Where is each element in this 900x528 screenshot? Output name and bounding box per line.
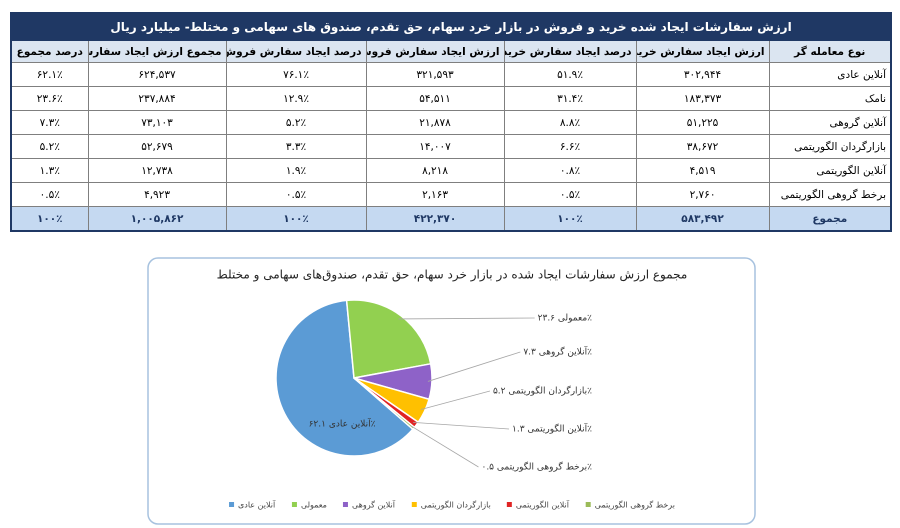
header-cell: ارزش ایجاد سفارش خرید	[635, 40, 770, 63]
header-cell: درصد ایجاد سفارش خرید	[503, 40, 637, 63]
table-cell: ۴,۵۱۹	[635, 158, 770, 183]
data-label: آنلاین عادی ۶۲.۱٪	[309, 418, 376, 430]
table-cell: ۷۳,۱۰۳	[87, 110, 227, 135]
table-row: نامک ۱۸۳,۳۷۳ ۳۱.۴٪ ۵۴,۵۱۱ ۱۲.۹٪ ۲۳۷,۸۸۴ ۲۳.۶٪	[10, 86, 892, 111]
table-cell: ۵.۲٪	[225, 110, 367, 135]
legend-label: آنلاین عادی	[238, 500, 276, 510]
pie-slice	[345, 299, 432, 379]
header-cell: درصد مجموع	[10, 40, 89, 63]
data-label: معمولی ۲۳.۶٪	[538, 314, 593, 324]
leader-line	[427, 351, 521, 382]
table-cell: ۷۶.۱٪	[225, 62, 367, 87]
table-cell: ۰.۵٪	[225, 182, 367, 207]
legend-marker	[291, 502, 297, 507]
pie-slice	[275, 299, 414, 457]
total-row: مجموع ۵۸۳,۴۹۲ ۱۰۰٪ ۴۲۲,۳۷۰ ۱۰۰٪ ۱,۰۰۵,۸۶۲ ۱۰۰٪	[10, 206, 892, 232]
table-cell: ۶۲.۱٪	[10, 62, 89, 87]
table-cell: ۱.۹٪	[225, 158, 367, 183]
table-cell: ۵۱,۲۲۵	[635, 110, 770, 135]
table-row: آنلاین گروهی ۵۱,۲۲۵ ۸.۸٪ ۲۱,۸۷۸ ۵.۲٪ ۷۳,۱۰۳ ۷.…	[10, 110, 892, 135]
table-cell: ۶۲۴,۵۳۷	[87, 62, 227, 87]
total-cell: ۱۰۰٪	[10, 206, 89, 232]
pie-slice	[353, 377, 416, 431]
table-cell: ۵.۲٪	[10, 134, 89, 159]
legend-marker	[411, 502, 417, 507]
table-cell: ۰.۵٪	[10, 182, 89, 207]
table-cell: ۱۲,۷۳۸	[87, 158, 227, 183]
data-table: ارزش سفارشات ایجاد شده خرید و فروش در با…	[10, 12, 893, 232]
header-cell: ارزش ایجاد سفارش فروش	[365, 40, 505, 63]
data-label: آنلاین گروهی ۷.۳٪	[523, 346, 592, 358]
table-cell: ۴,۹۲۳	[87, 182, 227, 207]
table-cell: آنلاین گروهی	[768, 110, 892, 135]
table-row: آنلاین الگوریتمی ۴,۵۱۹ ۰.۸٪ ۸,۲۱۸ ۱.۹٪ ۱۲,۷۳۸…	[10, 158, 892, 183]
total-cell: ۱۰۰٪	[225, 206, 367, 232]
legend-label: برخط گروهی الگوریتمی	[595, 500, 675, 510]
leader-line	[398, 317, 535, 320]
data-label: برخط گروهی الگوریتمی ۰.۵٪	[481, 461, 592, 473]
table-cell: ۶.۶٪	[503, 134, 637, 159]
table-cell: ۱۸۳,۳۷۳	[635, 86, 770, 111]
table-cell: ۲,۱۶۳	[365, 182, 505, 207]
table-cell: ۲,۷۶۰	[635, 182, 770, 207]
legend-label: آنلاین گروهی	[352, 500, 396, 510]
table-cell: ۲۱,۸۷۸	[365, 110, 505, 135]
table-cell: ۲۳۷,۸۸۴	[87, 86, 227, 111]
legend-marker	[506, 502, 512, 507]
chart-title: مجموع ارزش سفارشات ایجاد شده در بازار خر…	[217, 268, 688, 283]
data-label: آنلاین الگوریتمی ۱.۳٪	[512, 423, 592, 435]
legend-label: معمولی	[301, 501, 327, 510]
legend-marker	[585, 502, 591, 507]
table-cell: ۳۰۲,۹۴۴	[635, 62, 770, 87]
table-cell: ۱.۳٪	[10, 158, 89, 183]
table-cell: ۵۴,۵۱۱	[365, 86, 505, 111]
table-cell: ۸,۲۱۸	[365, 158, 505, 183]
table-cell: ۵۱.۹٪	[503, 62, 637, 87]
total-cell: ۴۲۲,۳۷۰	[365, 206, 505, 232]
leader-line	[410, 425, 479, 468]
table-cell: بازارگردان الگوریتمی	[768, 134, 892, 159]
legend-label: آنلاین الگوریتمی	[516, 500, 570, 510]
total-cell: ۱۰۰٪	[503, 206, 637, 232]
total-cell: مجموع	[768, 206, 892, 232]
table-row: برخط گروهی الگوریتمی ۲,۷۶۰ ۰.۵٪ ۲,۱۶۳ ۰.۵٪ ۴,…	[10, 182, 892, 207]
header-cell: درصد ایجاد سفارش فروش	[225, 40, 367, 63]
legend-marker	[342, 502, 348, 507]
legend-label: بازارگردان الگوریتمی	[421, 500, 491, 510]
chart-frame	[147, 257, 756, 525]
data-label: بازارگردان الگوریتمی ۵.۲٪	[493, 385, 592, 397]
table-cell: ۲۳.۶٪	[10, 86, 89, 111]
total-cell: ۵۸۳,۴۹۲	[635, 206, 770, 232]
table-row: بازارگردان الگوریتمی ۳۸,۶۷۲ ۶.۶٪ ۱۴,۰۰۷ ۳.۳٪…	[10, 134, 892, 159]
table-cell: ۵۲,۶۷۹	[87, 134, 227, 159]
header-row: نوع معامله گر ارزش ایجاد سفارش خرید درصد ا…	[10, 40, 892, 63]
header-cell: مجموع ارزش ایجاد سفارش	[87, 40, 227, 63]
leader-line	[413, 421, 510, 430]
table-cell: برخط گروهی الگوریتمی	[768, 182, 892, 207]
table-cell: ۳۲۱,۵۹۳	[365, 62, 505, 87]
table-cell: ۰.۵٪	[503, 182, 637, 207]
legend-marker	[229, 502, 235, 507]
table-row: آنلاین عادی ۳۰۲,۹۴۴ ۵۱.۹٪ ۳۲۱,۵۹۳ ۷۶.۱٪ ۶۲۴,۵…	[10, 62, 892, 87]
total-cell: ۱,۰۰۵,۸۶۲	[87, 206, 227, 232]
table-cell: آنلاین عادی	[768, 62, 892, 87]
leader-line	[420, 390, 491, 410]
